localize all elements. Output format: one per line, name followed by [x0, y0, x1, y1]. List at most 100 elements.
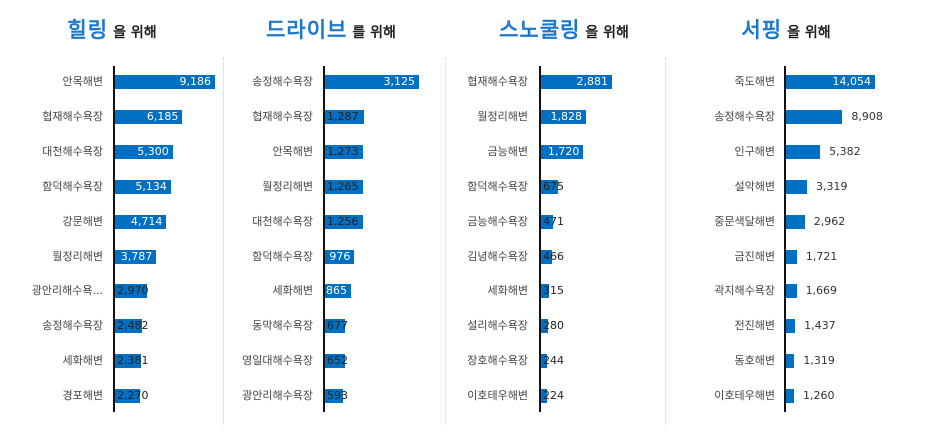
- data-bar: [325, 109, 364, 124]
- category-label: 함덕해수욕장: [467, 179, 528, 193]
- data-bar: [325, 179, 364, 194]
- category-label: 곽지해수욕장: [714, 284, 775, 298]
- value-label: 1,319: [803, 354, 835, 368]
- value-label: 280: [543, 319, 564, 333]
- data-bar: [786, 284, 797, 299]
- category-label: 월정리해변: [262, 179, 313, 193]
- data-bar: [541, 319, 548, 334]
- data-bar: [115, 179, 171, 194]
- category-label: 송정해수욕장: [42, 319, 103, 333]
- value-label: 5,300: [137, 144, 169, 158]
- category-label: 이호테우해변: [714, 389, 775, 403]
- title-suffix: 을 위해: [585, 25, 629, 41]
- data-bar: [115, 389, 140, 404]
- title-suffix: 를 위해: [352, 25, 396, 41]
- data-bar: [786, 249, 797, 264]
- value-label: 1,437: [804, 319, 836, 333]
- value-label: 976: [329, 249, 351, 263]
- data-bar: [541, 75, 612, 89]
- value-label: 1,721: [805, 249, 838, 263]
- category-label: 세화해변: [62, 354, 103, 368]
- category-label: 협재해수욕장: [467, 75, 528, 88]
- category-label: 광안리해수욕...: [31, 284, 103, 298]
- title-main: 드라이브: [266, 18, 348, 42]
- data-bar: [115, 319, 143, 334]
- category-label: 금진해변: [734, 249, 775, 263]
- category-label: 중문색달해변: [714, 214, 775, 228]
- panel-title-drive: 드라이브 를 위해: [266, 14, 396, 44]
- data-bar: [325, 389, 343, 404]
- category-label: 송정해수욕장: [252, 75, 313, 88]
- value-label: 466: [543, 249, 564, 263]
- data-bar: [115, 75, 215, 89]
- title-main: 서핑: [741, 18, 783, 42]
- value-label: 1,265: [327, 179, 359, 193]
- value-label: 315: [543, 284, 564, 298]
- data-bar: [325, 284, 352, 299]
- title-suffix: 을 위해: [113, 25, 157, 41]
- category-label: 영일대해수욕장: [242, 354, 313, 368]
- data-bar: [541, 109, 587, 124]
- category-label: 김녕해수욕장: [467, 249, 528, 263]
- value-label: 5,382: [829, 144, 861, 158]
- data-bar: [786, 109, 843, 124]
- category-label: 함덕해수욕장: [252, 249, 313, 263]
- data-bar: [786, 354, 795, 369]
- title-suffix: 을 위해: [787, 25, 831, 41]
- data-bar: [786, 144, 821, 159]
- title-main: 스노쿨링: [499, 18, 581, 42]
- value-label: 1,828: [550, 109, 583, 123]
- category-label: 안목해변: [272, 144, 313, 158]
- data-bar: [541, 214, 553, 229]
- data-bar: [115, 109, 183, 124]
- value-label: 865: [326, 284, 348, 298]
- category-label: 설리해수욕장: [467, 319, 528, 333]
- data-bar: [325, 214, 363, 229]
- value-label: 6,185: [146, 109, 179, 123]
- data-bar: [115, 144, 173, 159]
- category-label: 동호해변: [734, 354, 775, 368]
- value-label: 2,970: [117, 284, 149, 298]
- value-label: 593: [327, 389, 348, 403]
- category-label: 장호해수욕장: [467, 354, 528, 368]
- category-label: 송정해수욕장: [714, 109, 775, 123]
- category-label: 금능해변: [487, 144, 528, 158]
- category-axis-line: [323, 66, 325, 412]
- data-bar: [115, 354, 141, 369]
- category-label: 대천해수욕장: [252, 214, 313, 228]
- panel-title-surfing: 서핑 을 위해: [741, 14, 830, 44]
- category-label: 협재해수욕장: [42, 109, 103, 123]
- category-label: 경포해변: [62, 389, 103, 403]
- value-label: 5,134: [135, 179, 167, 193]
- value-label: 1,287: [327, 109, 359, 123]
- data-bar: [541, 389, 547, 404]
- category-label: 금능해수욕장: [467, 214, 528, 228]
- data-bar: [786, 319, 796, 334]
- value-label: 2,270: [117, 389, 149, 403]
- value-label: 9,186: [179, 75, 212, 88]
- data-bar: [325, 75, 419, 89]
- panel-divider: [445, 58, 446, 426]
- category-axis-line: [539, 66, 541, 412]
- category-label: 광안리해수욕장: [242, 389, 313, 403]
- value-label: 652: [327, 354, 348, 368]
- data-bar: [325, 319, 346, 334]
- data-bar: [786, 75, 875, 89]
- category-axis-line: [113, 66, 115, 412]
- category-label: 세화해변: [272, 284, 313, 298]
- category-label: 협재해수욕장: [252, 109, 313, 123]
- value-label: 14,054: [832, 75, 872, 88]
- data-bar: [541, 284, 549, 299]
- panel-title-healing: 힐링 을 위해: [67, 14, 156, 44]
- category-label: 안목해변: [62, 75, 103, 88]
- category-label: 월정리해변: [477, 109, 528, 123]
- data-bar: [541, 179, 558, 194]
- category-label: 세화해변: [487, 284, 528, 298]
- data-bar: [541, 249, 553, 264]
- value-label: 1,273: [327, 144, 359, 158]
- value-label: 2,962: [813, 214, 846, 228]
- value-label: 2,881: [576, 75, 609, 88]
- category-label: 이호테우해변: [467, 389, 528, 403]
- value-label: 1,720: [547, 144, 580, 158]
- value-label: 1,260: [802, 389, 835, 403]
